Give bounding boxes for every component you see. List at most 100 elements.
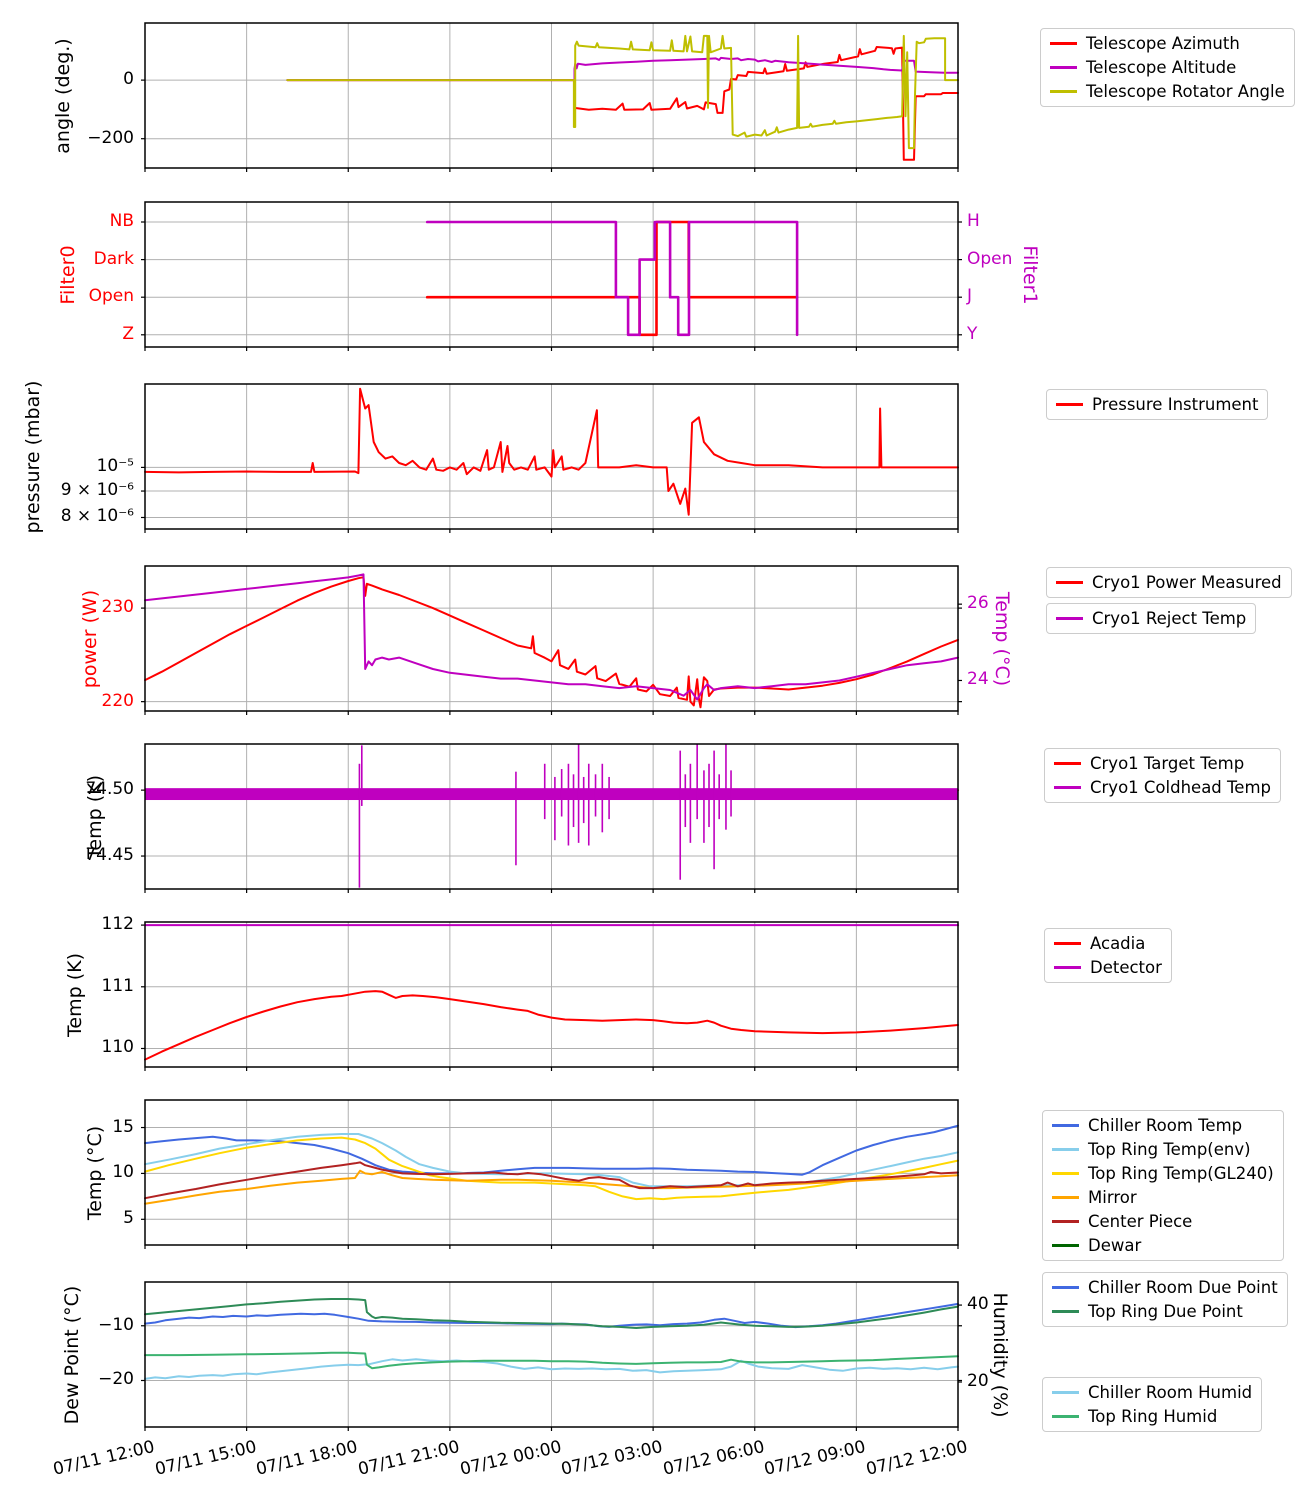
legend-entry: Cryo1 Target Temp bbox=[1054, 754, 1271, 773]
legend-label: Telescope Rotator Angle bbox=[1086, 82, 1285, 101]
legend-label: Chiller Room Temp bbox=[1088, 1116, 1243, 1135]
telescope-altitude-line bbox=[286, 56, 959, 82]
panel-frame-detector-temp bbox=[144, 921, 959, 1068]
legend-pressure-0: Pressure Instrument bbox=[1046, 389, 1269, 420]
y-axis-label-ambient-temp: Temp (°C) bbox=[84, 1125, 106, 1220]
y-axis-label-filters: Filter0 bbox=[57, 244, 79, 305]
legend-entry: Telescope Altitude bbox=[1050, 58, 1285, 77]
y-tick-label: 220 bbox=[101, 690, 134, 711]
legend-label: Chiller Room Due Point bbox=[1088, 1278, 1278, 1297]
legend-entry: Pressure Instrument bbox=[1056, 395, 1258, 414]
y-tick-label: 5 bbox=[123, 1208, 134, 1229]
legend-label: Chiller Room Humid bbox=[1088, 1383, 1253, 1402]
legend-line-sample bbox=[1056, 617, 1083, 620]
legend-entry: Center Piece bbox=[1052, 1212, 1274, 1231]
panel-frame-dew-humidity bbox=[144, 1281, 959, 1428]
telescope-rotator-angle-line bbox=[286, 34, 959, 150]
legend-line-sample bbox=[1056, 403, 1083, 406]
legend-entry: Top Ring Humid bbox=[1052, 1407, 1252, 1426]
cryo1-coldhead-temp-line bbox=[145, 788, 958, 801]
panel-frame-cryo1-power bbox=[144, 565, 959, 712]
chiller-room-temp-line bbox=[144, 1124, 959, 1176]
legend-line-sample bbox=[1052, 1244, 1079, 1247]
legend-line-sample bbox=[1054, 762, 1081, 765]
top-ring-humid-line bbox=[144, 1351, 959, 1370]
y-axis-label-right-dew-humidity: Humidity (%) bbox=[989, 1291, 1011, 1418]
panel-frame-pressure bbox=[144, 383, 959, 530]
legend-entry: Acadia bbox=[1054, 934, 1162, 953]
y-tick-label: Open bbox=[88, 286, 134, 307]
legend-entry: Cryo1 Reject Temp bbox=[1056, 609, 1246, 628]
legend-entry: Cryo1 Coldhead Temp bbox=[1054, 778, 1271, 797]
legend-line-sample bbox=[1052, 1172, 1079, 1175]
legend-label: Top Ring Temp(GL240) bbox=[1088, 1164, 1274, 1183]
legend-line-sample bbox=[1054, 966, 1081, 969]
acadia-line bbox=[144, 990, 959, 1061]
y-tick-label: Dark bbox=[93, 248, 134, 269]
legend-label: Top Ring Temp(env) bbox=[1088, 1140, 1251, 1159]
y-axis-label-cryo1-power: power (W) bbox=[79, 589, 101, 688]
telescope-azimuth-line bbox=[286, 46, 959, 161]
cryo1-reject-temp-line bbox=[144, 573, 959, 701]
y-tick-label: NB bbox=[109, 211, 134, 231]
y-axis-label-right-filters: Filter1 bbox=[1019, 244, 1041, 305]
legend-label: Dewar bbox=[1088, 1236, 1142, 1255]
legend-entry: Detector bbox=[1054, 958, 1162, 977]
panel-frame-ambient-temp bbox=[144, 1099, 959, 1246]
legend-line-sample bbox=[1054, 786, 1081, 789]
y-tick-label: 10⁻⁵ bbox=[96, 456, 134, 477]
legend-line-sample bbox=[1052, 1286, 1079, 1289]
y-axis-label-cryo1-temp: Temp (K) bbox=[84, 774, 106, 859]
y-tick-label-right: 24 bbox=[967, 669, 989, 690]
legend-line-sample bbox=[1056, 581, 1083, 584]
y-tick-label-right: 26 bbox=[967, 593, 989, 614]
y-axis-label-right-cryo1-power: Temp (°C) bbox=[991, 591, 1013, 686]
legend-cryo1-power-0: Cryo1 Power Measured bbox=[1046, 567, 1292, 598]
legend-label: Pressure Instrument bbox=[1092, 395, 1259, 414]
legend-label: Cryo1 Reject Temp bbox=[1092, 609, 1247, 628]
legend-label: Cryo1 Target Temp bbox=[1090, 754, 1245, 773]
legend-dew-humidity-0: Chiller Room Due Point Top Ring Due Point bbox=[1042, 1272, 1288, 1327]
y-tick-label: 74.45 bbox=[85, 845, 134, 866]
y-tick-label: 112 bbox=[101, 914, 134, 935]
legend-line-sample bbox=[1052, 1220, 1079, 1223]
legend-line-sample bbox=[1050, 66, 1077, 69]
panel-frame-telescope-angle bbox=[144, 22, 959, 169]
center-piece-line bbox=[144, 1161, 959, 1200]
legend-line-sample bbox=[1052, 1310, 1079, 1313]
y-axis-label-detector-temp: Temp (K) bbox=[64, 952, 86, 1037]
y-axis-label-telescope-angle: angle (deg.) bbox=[52, 37, 74, 154]
y-tick-label: 111 bbox=[101, 975, 134, 996]
legend-label: Acadia bbox=[1090, 934, 1146, 953]
pressure-instrument-line bbox=[144, 387, 959, 516]
y-tick-label: −10 bbox=[98, 1314, 134, 1335]
y-tick-label: 74.50 bbox=[85, 779, 134, 800]
legend-entry: Telescope Rotator Angle bbox=[1050, 82, 1285, 101]
y-tick-label: 110 bbox=[101, 1037, 134, 1058]
y-tick-label-right: 20 bbox=[967, 1371, 989, 1391]
legend-entry: Top Ring Due Point bbox=[1052, 1302, 1278, 1321]
legend-line-sample bbox=[1052, 1148, 1079, 1151]
legend-telescope-angle-0: Telescope Azimuth Telescope Altitude Teles… bbox=[1040, 28, 1295, 107]
legend-label: Detector bbox=[1090, 958, 1162, 977]
y-tick-label: 0 bbox=[123, 69, 134, 90]
legend-detector-temp-0: Acadia Detector bbox=[1044, 928, 1172, 983]
filter1-line bbox=[425, 220, 799, 337]
legend-line-sample bbox=[1050, 90, 1077, 93]
filter0-line bbox=[425, 220, 799, 337]
panel-frame-filters bbox=[144, 201, 959, 348]
legend-entry: Top Ring Temp(env) bbox=[1052, 1140, 1274, 1159]
legend-entry: Chiller Room Humid bbox=[1052, 1383, 1252, 1402]
legend-label: Telescope Altitude bbox=[1086, 58, 1237, 77]
legend-label: Center Piece bbox=[1088, 1212, 1193, 1231]
legend-entry: Mirror bbox=[1052, 1188, 1274, 1207]
y-tick-label-right: H bbox=[967, 211, 980, 231]
y-tick-label: 15 bbox=[112, 1116, 134, 1137]
panel-frame-cryo1-temp bbox=[144, 743, 959, 890]
y-tick-label-right: Open bbox=[967, 248, 1013, 269]
legend-line-sample bbox=[1052, 1415, 1079, 1418]
y-tick-label: −20 bbox=[98, 1369, 134, 1390]
legend-entry: Telescope Azimuth bbox=[1050, 34, 1285, 53]
legend-dew-humidity-1: Chiller Room Humid Top Ring Humid bbox=[1042, 1377, 1263, 1432]
